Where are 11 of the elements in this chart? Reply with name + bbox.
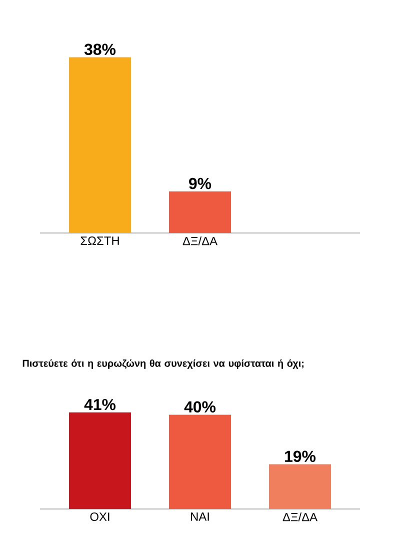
x-tick-label: ΝΑΙ <box>191 512 209 521</box>
data-label: 9% <box>189 178 212 190</box>
data-label: 40% <box>184 401 216 413</box>
data-label: 19% <box>285 450 316 462</box>
x-tick-label: ΔΞ/ΔΑ <box>282 512 318 522</box>
x-tick-label: ΣΩΣΤΗ <box>80 236 119 245</box>
x-tick-label: ΟΧΙ <box>90 512 110 521</box>
x-tick-label: ΔΞ/ΔΑ <box>182 236 218 246</box>
chart-title: Πιστεύετε ότι η ευρωζώνη θα συνεχίσει να υφίσταται ή όχι; <box>22 359 304 369</box>
data-label: 41% <box>84 398 116 410</box>
data-label: 38% <box>84 44 116 56</box>
